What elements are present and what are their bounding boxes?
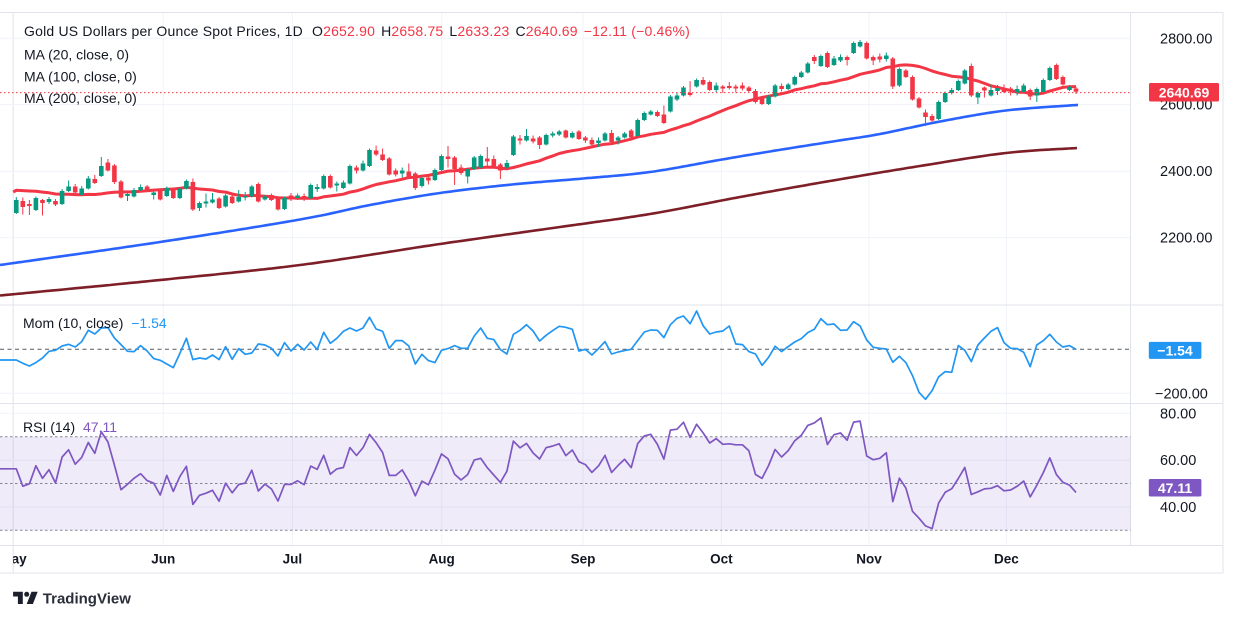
svg-text:Mom (10, close) −1.54: Mom (10, close) −1.54 [23, 315, 167, 331]
svg-text:2640.69: 2640.69 [1159, 85, 1210, 101]
svg-text:May: May [0, 552, 27, 567]
svg-text:40.00: 40.00 [1160, 500, 1196, 516]
svg-text:Dec: Dec [994, 552, 1019, 567]
svg-text:Nov: Nov [856, 552, 882, 567]
svg-text:−200.00: −200.00 [1155, 386, 1208, 402]
svg-text:60.00: 60.00 [1160, 453, 1196, 469]
svg-text:MA (100, close, 0): MA (100, close, 0) [24, 69, 137, 85]
svg-text:Aug: Aug [429, 552, 455, 567]
svg-text:Sep: Sep [571, 552, 596, 567]
svg-text:MA (200, close, 0): MA (200, close, 0) [24, 90, 137, 106]
svg-text:2400.00: 2400.00 [1160, 164, 1212, 180]
svg-text:80.00: 80.00 [1160, 406, 1196, 422]
svg-text:2800.00: 2800.00 [1160, 31, 1212, 47]
svg-text:Gold US Dollars per Ounce Spot: Gold US Dollars per Ounce Spot Prices, 1… [24, 23, 690, 39]
svg-text:2200.00: 2200.00 [1160, 231, 1212, 247]
svg-text:−1.54: −1.54 [1157, 342, 1193, 358]
svg-text:2600.00: 2600.00 [1160, 98, 1212, 114]
svg-text:Oct: Oct [710, 552, 733, 567]
svg-text:Jul: Jul [283, 552, 303, 567]
svg-text:47.11: 47.11 [1158, 480, 1192, 496]
svg-text:MA (20, close, 0): MA (20, close, 0) [24, 47, 129, 63]
svg-text:RSI (14) 47.11: RSI (14) 47.11 [23, 419, 117, 435]
svg-text:Jun: Jun [151, 552, 175, 567]
svg-text:TradingView: TradingView [43, 591, 131, 608]
